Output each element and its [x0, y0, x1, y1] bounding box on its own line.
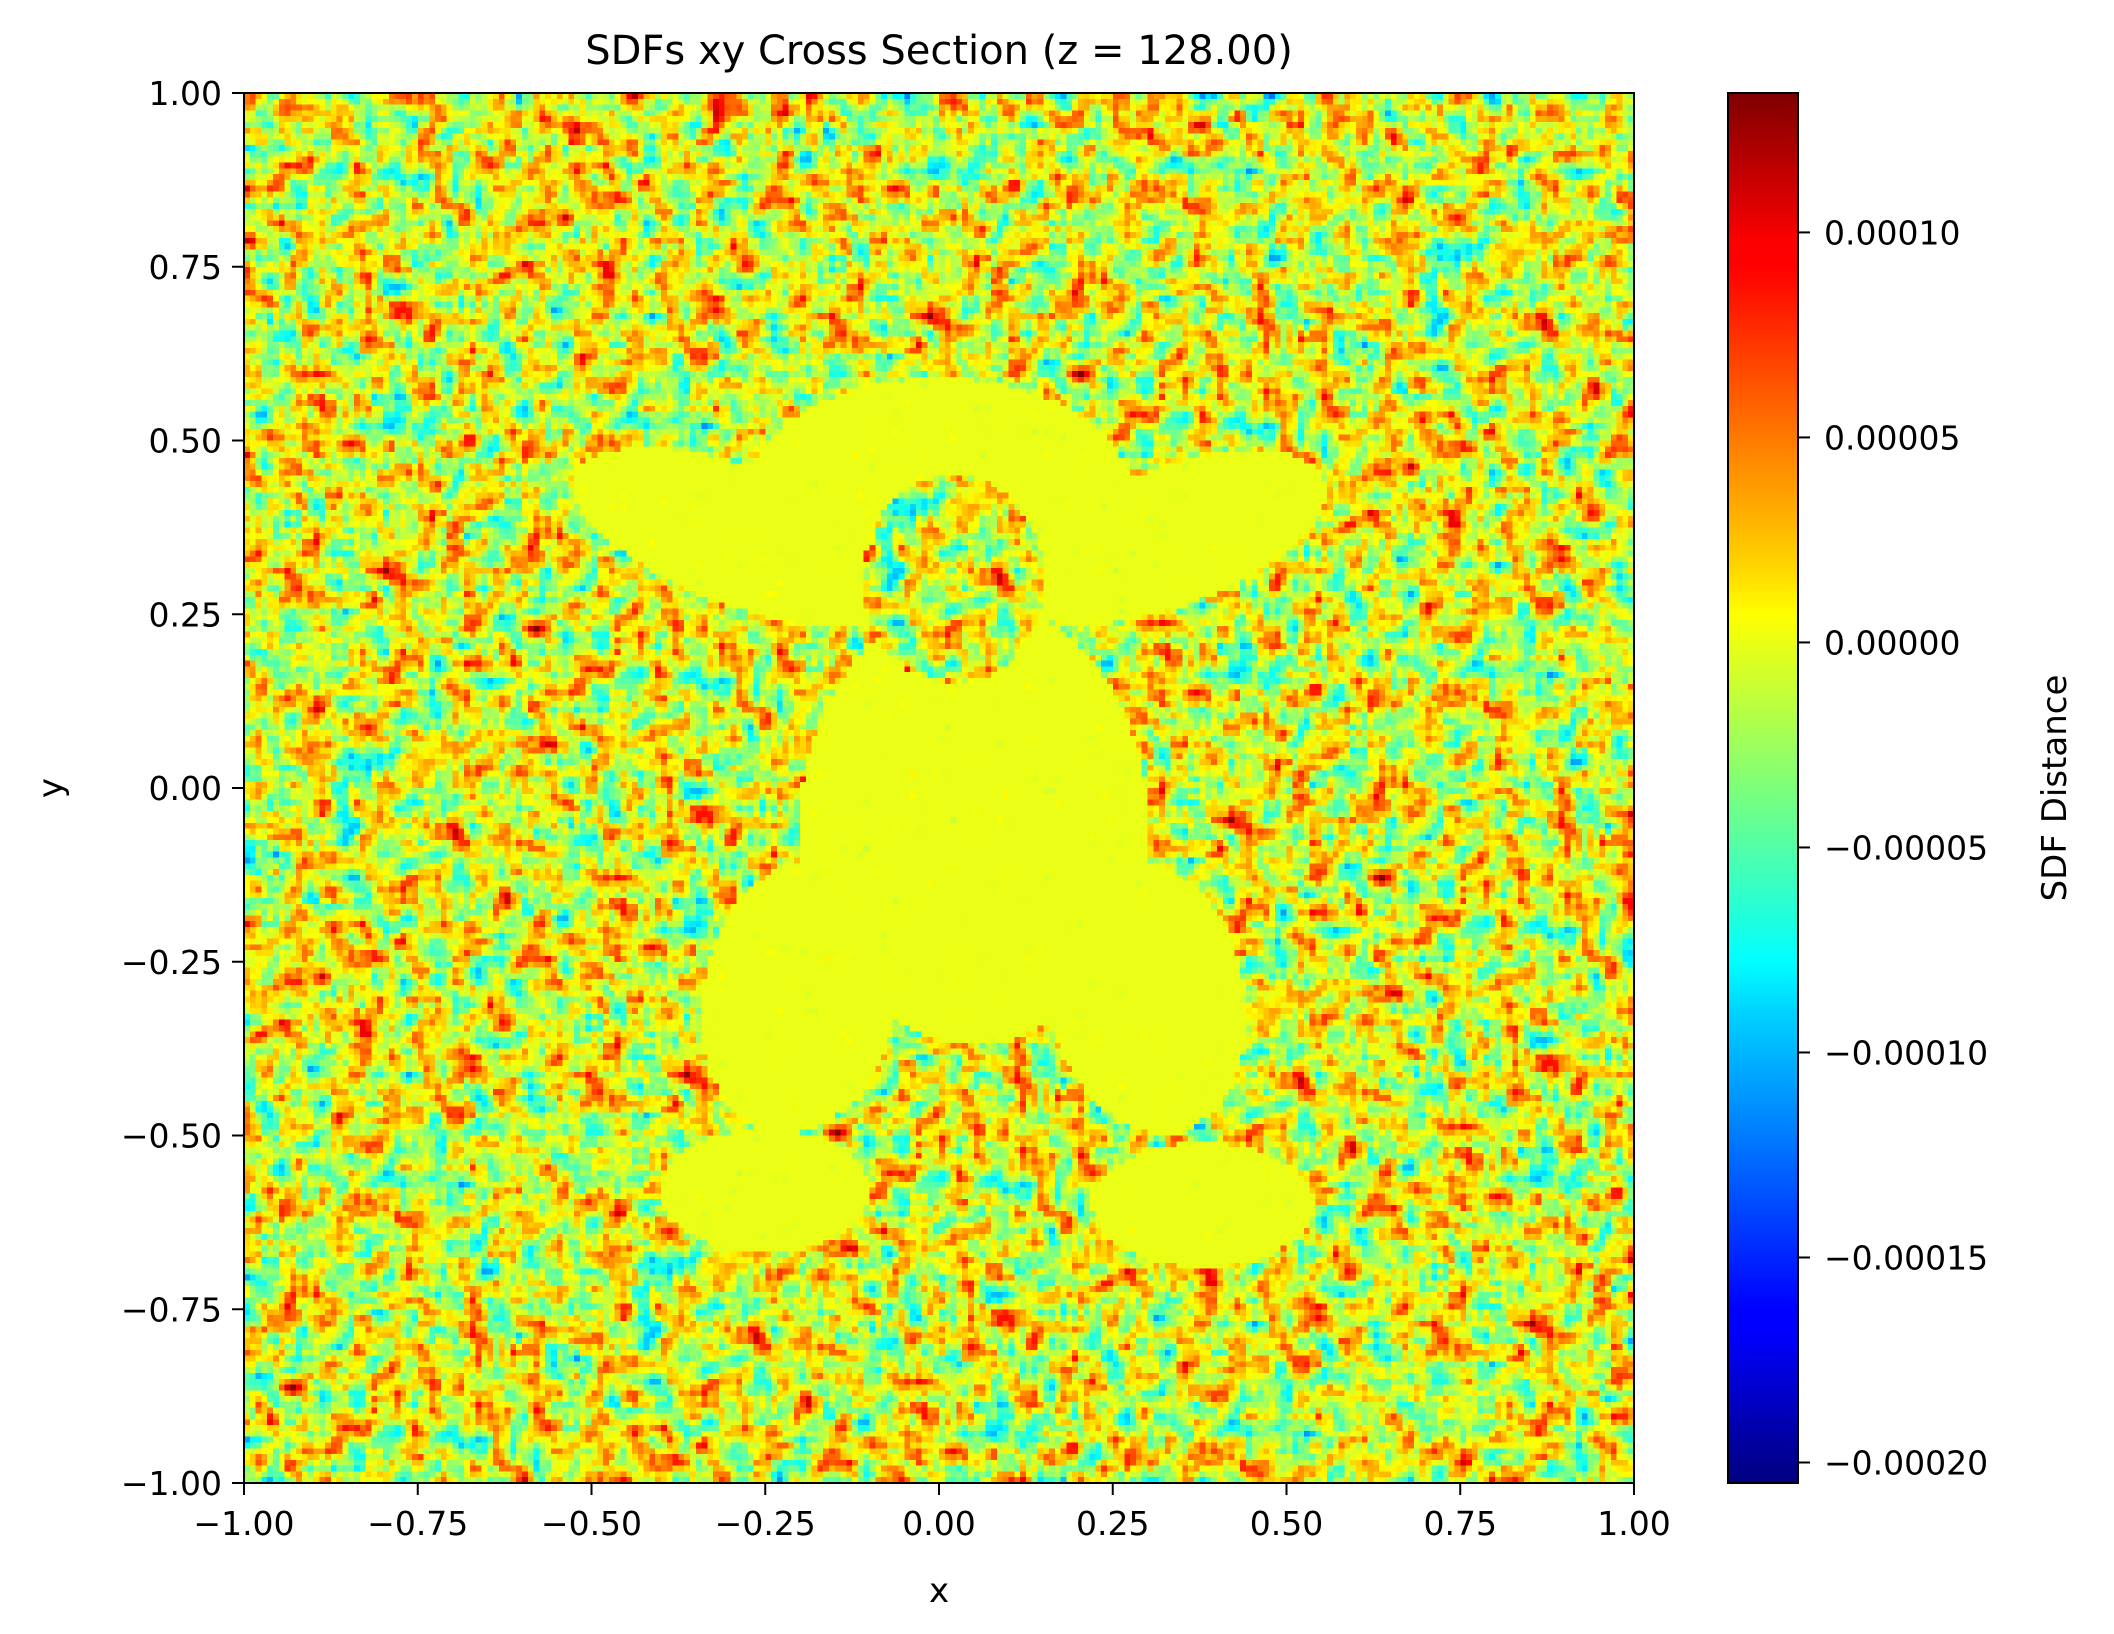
colorbar: 0.00010 0.00005 0.00000 −0.00005 −0.00010 −0.…: [1727, 92, 2075, 1484]
colorbar-tick-label: −0.00015: [1824, 1238, 1988, 1277]
y-tick-label: 0.75: [149, 248, 222, 287]
chart-title: SDFs xy Cross Section (z = 128.00): [585, 28, 1293, 74]
y-tick-label: 1.00: [149, 74, 222, 113]
x-tick-label: −0.50: [541, 1504, 642, 1543]
colorbar-tick-label: 0.00000: [1824, 623, 1960, 662]
x-tick-label: 0.00: [902, 1504, 975, 1543]
colorbar-ticks: 0.00010 0.00005 0.00000 −0.00005 −0.00010 −0.…: [1798, 213, 1988, 1482]
colorbar-tick-label: −0.00010: [1824, 1033, 1988, 1072]
x-tick-label: −1.00: [193, 1504, 294, 1543]
colorbar-gradient: [1727, 92, 1799, 1484]
colorbar-tick-label: −0.00020: [1824, 1443, 1988, 1482]
colorbar-tick-label: 0.00010: [1824, 213, 1960, 252]
x-axis-ticks: −1.00 −0.75 −0.50 −0.25 0.00 0.25 0.50 0.75 1.00: [193, 1483, 1671, 1543]
y-tick-label: −0.75: [121, 1290, 222, 1329]
y-axis-ticks: −1.00 −0.75 −0.50 −0.25 0.00 0.25 0.50 0.75 1.00: [121, 74, 244, 1503]
plot-area: [243, 92, 1635, 1484]
y-tick-label: −1.00: [121, 1464, 222, 1503]
colorbar-tick-label: 0.00005: [1824, 418, 1960, 457]
x-tick-label: 1.00: [1597, 1504, 1670, 1543]
y-axis-label: y: [31, 778, 71, 798]
y-tick-label: 0.25: [149, 595, 222, 634]
y-tick-label: −0.25: [121, 943, 222, 982]
x-tick-label: 0.75: [1424, 1504, 1497, 1543]
y-tick-label: 0.50: [149, 422, 222, 461]
y-tick-label: 0.00: [149, 769, 222, 808]
x-tick-label: −0.25: [715, 1504, 816, 1543]
heatmap-image: [244, 93, 1634, 1483]
colorbar-tick-label: −0.00005: [1824, 828, 1988, 867]
y-tick-label: −0.50: [121, 1117, 222, 1156]
x-tick-label: 0.50: [1250, 1504, 1323, 1543]
colorbar-label: SDF Distance: [2035, 675, 2075, 902]
x-axis-label: x: [929, 1571, 949, 1611]
x-tick-label: −0.75: [367, 1504, 468, 1543]
x-tick-label: 0.25: [1076, 1504, 1149, 1543]
